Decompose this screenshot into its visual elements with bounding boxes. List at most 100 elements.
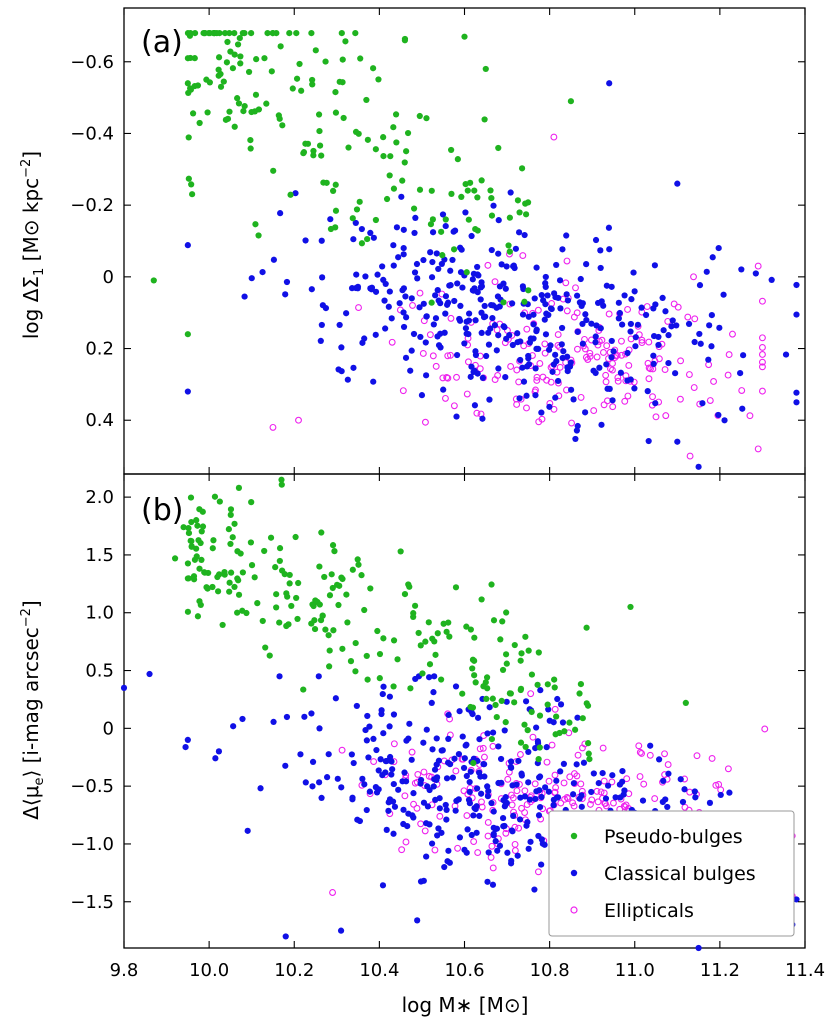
point-pseudo — [551, 676, 558, 683]
point-pseudo — [234, 41, 242, 48]
point-pseudo — [627, 603, 634, 611]
point-classical — [413, 260, 421, 268]
point-classical — [481, 302, 488, 310]
point-classical — [464, 826, 471, 833]
point-classical — [478, 283, 486, 290]
point-elliptical — [507, 363, 515, 370]
point-classical — [476, 769, 483, 776]
point-classical — [452, 683, 460, 690]
point-classical — [582, 409, 589, 416]
point-classical — [443, 816, 450, 823]
point-classical — [563, 232, 570, 239]
point-classical — [424, 803, 431, 810]
point-classical — [430, 689, 437, 696]
point-classical — [538, 793, 545, 801]
point-pseudo — [471, 672, 478, 679]
point-classical — [336, 321, 343, 329]
point-classical — [390, 262, 397, 269]
point-classical — [420, 799, 428, 806]
point-pseudo — [325, 632, 332, 639]
point-classical — [552, 351, 559, 358]
point-classical — [550, 802, 557, 809]
point-classical — [435, 757, 442, 764]
point-pseudo — [276, 557, 283, 565]
point-pseudo — [525, 287, 532, 294]
point-classical — [495, 250, 502, 257]
point-classical — [674, 180, 681, 187]
point-classical — [349, 794, 356, 801]
point-classical — [120, 684, 128, 691]
point-classical — [416, 304, 423, 311]
point-classical — [454, 351, 461, 359]
point-elliptical — [480, 753, 488, 761]
point-pseudo — [330, 627, 337, 634]
point-classical — [318, 321, 325, 329]
point-elliptical — [724, 371, 732, 379]
point-classical — [665, 770, 672, 777]
point-pseudo — [502, 719, 509, 726]
xtick-label: 10.6 — [444, 960, 484, 981]
point-elliptical — [409, 301, 416, 309]
point-elliptical — [600, 401, 608, 409]
point-classical — [486, 704, 493, 711]
point-classical — [483, 352, 490, 360]
point-elliptical — [636, 773, 644, 780]
point-classical — [408, 295, 415, 302]
point-elliptical — [614, 377, 622, 385]
point-classical — [403, 314, 410, 321]
point-elliptical — [646, 751, 654, 759]
point-classical — [532, 392, 539, 399]
point-pseudo — [428, 187, 435, 194]
point-classical — [319, 274, 326, 281]
point-pseudo — [488, 212, 496, 219]
point-pseudo — [370, 65, 377, 72]
point-classical — [431, 673, 438, 680]
point-classical — [588, 320, 595, 327]
point-elliptical — [426, 331, 434, 339]
point-pseudo — [269, 29, 276, 37]
point-elliptical — [670, 300, 678, 308]
point-pseudo — [367, 585, 374, 592]
point-classical — [535, 832, 542, 840]
point-pseudo — [289, 85, 296, 92]
point-pseudo — [505, 242, 512, 249]
point-elliptical — [355, 304, 362, 312]
point-classical — [501, 324, 508, 331]
point-classical — [439, 747, 446, 754]
point-pseudo — [438, 228, 445, 235]
point-pseudo — [332, 109, 340, 116]
point-classical — [559, 246, 566, 253]
point-elliptical — [758, 344, 766, 351]
point-elliptical — [551, 771, 559, 779]
point-classical — [502, 374, 509, 381]
panel-a: 0.4 0.2 0 −0.2 −0.4 −0.6 (a) log ΔΣ1 [M⊙ kpc−… — [19, 7, 806, 475]
point-classical — [616, 309, 623, 317]
point-elliptical — [706, 397, 714, 404]
point-classical — [549, 368, 556, 375]
point-classical — [647, 742, 654, 749]
ytick-label: −0.5 — [70, 776, 114, 797]
point-classical — [644, 388, 651, 395]
point-classical — [297, 751, 304, 758]
point-pseudo — [585, 740, 592, 747]
point-classical — [439, 211, 447, 218]
point-pseudo — [226, 579, 233, 586]
point-pseudo — [184, 80, 191, 87]
point-elliptical — [602, 802, 610, 810]
panel-b-label: (b) — [141, 493, 183, 528]
point-classical — [544, 292, 551, 299]
point-classical — [557, 305, 564, 312]
point-pseudo — [194, 82, 202, 89]
point-classical — [443, 806, 450, 813]
point-elliptical — [399, 387, 407, 395]
point-classical — [230, 723, 237, 730]
point-pseudo — [364, 235, 371, 243]
point-pseudo — [283, 590, 290, 597]
point-pseudo — [150, 277, 157, 284]
point-pseudo — [426, 661, 434, 668]
point-pseudo — [191, 55, 198, 62]
point-classical — [516, 816, 524, 823]
point-pseudo — [236, 35, 243, 42]
point-pseudo — [586, 756, 593, 763]
point-classical — [692, 794, 699, 801]
